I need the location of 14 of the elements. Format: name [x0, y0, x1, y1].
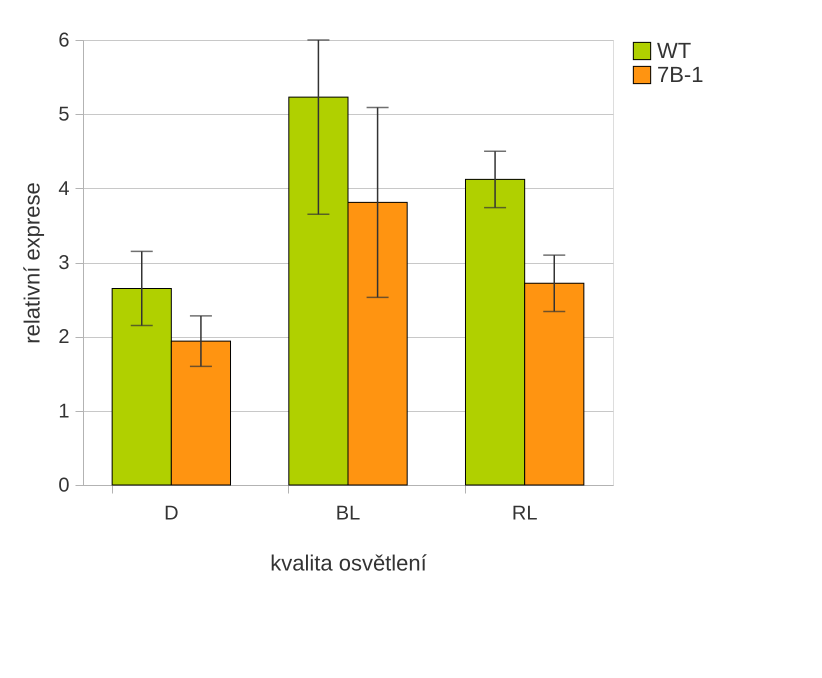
y-tick-label: 6 — [58, 30, 70, 52]
legend-label: WT — [657, 38, 692, 63]
y-tick-label: 4 — [58, 178, 70, 200]
y-tick-label: 0 — [58, 474, 70, 496]
y-tick-label: 2 — [58, 326, 70, 348]
legend-label: 7B-1 — [657, 62, 704, 87]
x-tick-label: BL — [336, 502, 360, 524]
y-tick-label: 5 — [58, 104, 70, 126]
y-axis-title: relativní exprese — [19, 182, 44, 344]
x-axis-title: kvalita osvětlení — [270, 550, 427, 576]
x-tick-label: D — [164, 502, 179, 524]
y-tick-label: 1 — [58, 400, 70, 422]
y-tick-label: 3 — [58, 252, 70, 274]
x-tick-label: RL — [512, 502, 538, 524]
